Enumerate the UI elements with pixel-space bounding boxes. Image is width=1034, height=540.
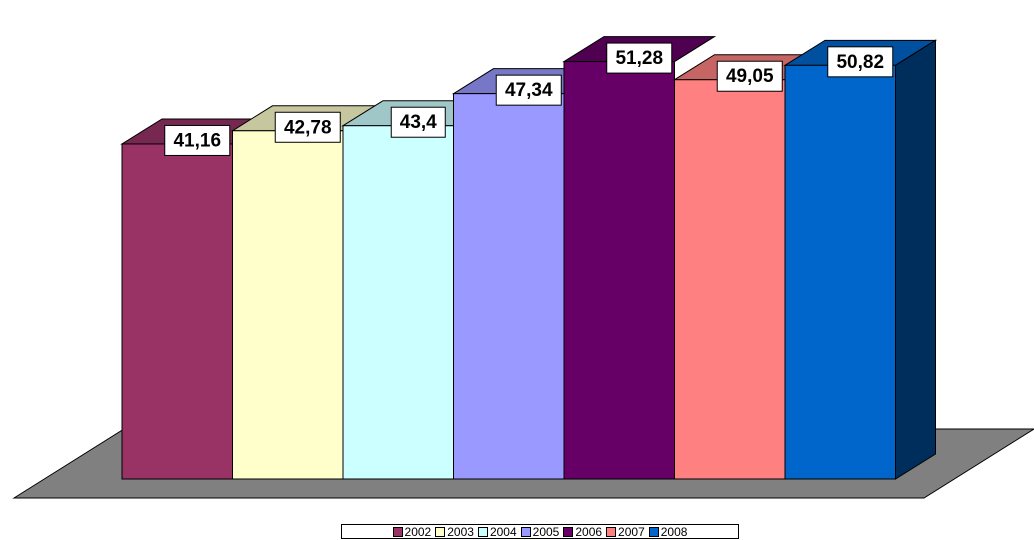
bar-chart: 41,16 42,78 43,4 47,34 51,28 49,05 50,82 [12, 36, 1034, 499]
data-label-2005: 47,34 [495, 74, 562, 106]
legend-item-2004: 2004 [477, 524, 517, 539]
data-label-box-2005 [495, 74, 562, 106]
bar-front-2006 [563, 61, 675, 480]
data-label-2007: 49,05 [716, 60, 783, 92]
legend-item-2003: 2003 [435, 525, 474, 539]
data-label-2004: 43,4 [390, 106, 446, 138]
bar-front-2008 [784, 64, 896, 480]
data-label-box-2007 [716, 60, 783, 92]
data-label-2003: 42,78 [274, 111, 341, 143]
data-label-box-2006 [606, 42, 673, 74]
legend-label-2003: 2003 [447, 524, 474, 539]
data-label-box-2004 [390, 106, 446, 138]
data-label-text-2003: 42,78 [284, 117, 332, 138]
data-label-box-2008 [827, 46, 894, 78]
legend-label-2006: 2006 [575, 524, 603, 539]
data-label-box-2002 [164, 124, 231, 156]
legend-swatch-2008 [648, 526, 659, 537]
legend-item-2002: 2002 [392, 524, 432, 539]
legend-item-2007: 2007 [606, 525, 645, 539]
data-label-2008: 50,82 [827, 46, 894, 78]
legend: 2002 2003 2004 2005 2006 2007 2008 [341, 524, 739, 539]
legend-item-2008: 2008 [648, 524, 688, 539]
legend-swatch-2004 [477, 526, 488, 537]
data-label-text-2007: 49,05 [726, 66, 774, 87]
data-label-box-2003 [274, 111, 341, 143]
legend-label-2005: 2005 [532, 524, 560, 539]
bar-front-2007 [674, 79, 786, 480]
bar-2005 [451, 68, 606, 480]
bar-side-2008 [895, 39, 936, 480]
legend-label-2002: 2002 [404, 524, 432, 539]
data-label-text-2005: 47,34 [505, 80, 553, 101]
data-label-text-2008: 50,82 [836, 52, 884, 73]
data-label-text-2004: 43,4 [400, 112, 437, 133]
data-label-text-2006: 51,28 [615, 48, 663, 69]
bar-2003 [230, 105, 385, 480]
bar-2008 [783, 39, 938, 480]
data-label-2006: 51,28 [606, 42, 673, 74]
bar-front-2004 [342, 125, 454, 480]
legend-swatch-2006 [563, 526, 574, 537]
data-labels-group: 41,16 42,78 43,4 47,34 51,28 49,05 50,82 [164, 42, 894, 156]
bar-front-2003 [232, 130, 344, 480]
legend-item-2006: 2006 [563, 525, 602, 539]
legend-swatch-2003 [435, 526, 446, 537]
legend-label-2007: 2007 [618, 524, 645, 539]
bar-front-2002 [121, 143, 233, 480]
legend-swatch-2002 [392, 526, 403, 537]
legend-label-2008: 2008 [660, 524, 688, 539]
bar-front-2005 [453, 93, 565, 480]
data-label-text-2002: 41,16 [173, 130, 221, 151]
legend-swatch-2007 [606, 526, 617, 537]
data-label-2002: 41,16 [164, 124, 231, 156]
bar-2002 [120, 118, 275, 480]
legend-swatch-2005 [520, 526, 531, 537]
bars-group [120, 36, 938, 480]
legend-item-2005: 2005 [520, 524, 560, 539]
legend-label-2004: 2004 [489, 524, 517, 539]
